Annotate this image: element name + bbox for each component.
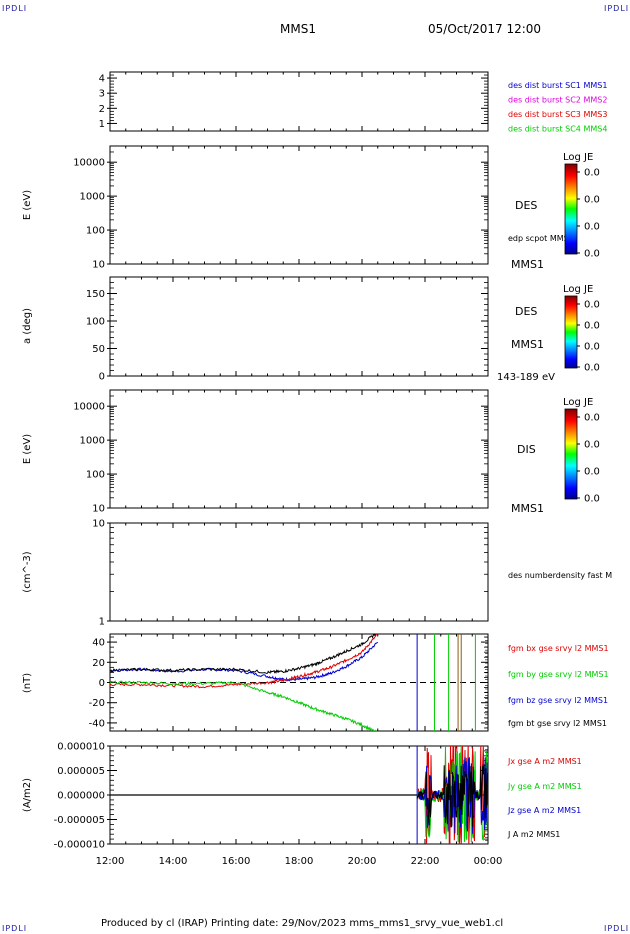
des-energy-colorbar-label: 0.0	[584, 222, 600, 233]
density-y-tick-label: 10	[92, 519, 105, 530]
burst-y-tick-label: 2	[99, 104, 105, 115]
burst-legend-entry: des dist burst SC1 MMS1	[508, 81, 607, 90]
burst-legend-entry: des dist burst SC3 MMS3	[508, 110, 607, 119]
des-pitch-colorbar-label: 0.0	[584, 321, 600, 332]
des-pitch-ylabel: a (deg)	[22, 308, 33, 344]
fgm-y-tick-label: -20	[89, 698, 105, 709]
des-pitch-colorbar-title: Log JE	[563, 284, 593, 295]
fgm-series-line	[110, 680, 377, 731]
current-y-tick-label: 0.000000	[57, 791, 105, 802]
time-axis-tick-label: 00:00	[474, 856, 503, 867]
current-legend-entry: Jy gse A m2 MMS1	[507, 782, 582, 791]
fgm-y-tick-label: 0	[99, 678, 105, 689]
fgm-series-line	[110, 634, 378, 675]
current-y-tick-label: -0.000010	[54, 840, 105, 851]
des-energy-colorbar	[564, 163, 578, 255]
header-title: MMS1	[280, 22, 316, 36]
current-legend-entry: Jz gse A m2 MMS1	[507, 806, 581, 815]
fgm-y-tick-label: 20	[92, 658, 105, 669]
dis-energy-ylabel: E (eV)	[22, 434, 33, 464]
des-energy-colorbar-label: 0.0	[584, 249, 600, 260]
fgm-legend-entry: fgm bz gse srvy l2 MMS1	[508, 696, 608, 705]
current-legend-entry: J A m2 MMS1	[507, 830, 560, 839]
current-y-tick-label: 0.000005	[57, 766, 105, 777]
dis-energy-colorbar-label: 0.0	[584, 467, 600, 478]
corner-mark-bottom-left: IPDLI	[2, 924, 28, 933]
des-energy-label: DES	[515, 199, 537, 212]
time-axis-tick-label: 22:00	[411, 856, 440, 867]
des-energy-panel-frame	[109, 145, 489, 265]
des-pitch-y-tick-label: 0	[99, 372, 105, 383]
density-panel-frame	[109, 522, 489, 622]
fgm-legend-entry: fgm bt gse srvy l2 MMS1	[508, 719, 607, 728]
dis-energy-colorbar	[564, 408, 578, 500]
corner-mark-top-right: IPDLI	[604, 4, 630, 13]
fgm-y-tick-label: 40	[92, 638, 105, 649]
current-ylabel: (A/m2)	[22, 778, 33, 812]
des-energy-probe-label: MMS1	[511, 258, 544, 271]
current-y-tick-label: 0.000010	[57, 742, 105, 753]
des-pitch-y-tick-label: 100	[86, 317, 105, 328]
time-axis-tick-label: 14:00	[159, 856, 188, 867]
time-axis-tick-label: 18:00	[285, 856, 314, 867]
des-pitch-y-tick-label: 150	[86, 289, 105, 300]
fgm-legend-entry: fgm bx gse srvy l2 MMS1	[508, 644, 609, 653]
burst-legend-entry: des dist burst SC4 MMS4	[508, 125, 607, 134]
des-energy-ylabel: E (eV)	[22, 190, 33, 220]
burst-y-tick-label: 4	[99, 74, 105, 85]
density-y-tick-label: 1	[99, 617, 105, 628]
footer-text: Produced by cl (IRAP) Printing date: 29/…	[101, 918, 504, 929]
des-energy-colorbar-label: 0.0	[584, 195, 600, 206]
burst-y-tick-label: 1	[99, 119, 105, 130]
fgm-ylabel: (nT)	[22, 673, 33, 693]
des-pitch-colorbar-label: 0.0	[584, 363, 600, 374]
des-pitch-colorbar	[564, 295, 578, 369]
dis-energy-colorbar-title: Log JE	[563, 397, 593, 408]
header-datetime: 05/Oct/2017 12:00	[428, 22, 542, 36]
des-pitch-energy-range: 143-189 eV	[497, 372, 555, 383]
des-energy-colorbar-label: 0.0	[584, 168, 600, 179]
dis-energy-panel-y-tick-label: 10	[92, 504, 105, 515]
dis-energy-panel-frame	[109, 389, 489, 509]
density-ylabel: (cm^-3)	[22, 551, 33, 592]
time-axis-tick-label: 16:00	[222, 856, 251, 867]
dis-energy-colorbar-label: 0.0	[584, 440, 600, 451]
des-energy-panel-y-tick-label: 1000	[80, 192, 105, 203]
fgm-series-line	[110, 634, 378, 689]
dis-energy-colorbar-label: 0.0	[584, 494, 600, 505]
dis-energy-panel-y-tick-label: 1000	[80, 436, 105, 447]
time-axis-tick-label: 20:00	[348, 856, 377, 867]
current-series-line	[416, 763, 488, 828]
des-energy-colorbar-title: Log JE	[563, 152, 593, 163]
des-pitch-y-tick-label: 50	[92, 344, 105, 355]
corner-mark-bottom-right: IPDLI	[604, 924, 630, 933]
time-axis-tick-label: 12:00	[96, 856, 125, 867]
des-energy-panel-y-tick-label: 100	[86, 226, 105, 237]
edp-scpot-label: edp scpot MMS1	[508, 234, 574, 243]
current-legend-entry: Jx gse A m2 MMS1	[507, 757, 582, 766]
fgm-y-tick-label: -40	[89, 718, 105, 729]
fgm-series-line	[110, 641, 379, 682]
des-pitch-probe-label: MMS1	[511, 338, 544, 351]
dis-energy-label: DIS	[517, 443, 536, 456]
des-energy-panel-y-tick-label: 10000	[73, 158, 105, 169]
burst-panel-frame	[109, 71, 489, 132]
fgm-legend-entry: fgm by gse srvy l2 MMS1	[508, 670, 609, 679]
des-energy-panel-y-tick-label: 10	[92, 260, 105, 271]
density-series-label: des numberdensity fast M	[508, 571, 612, 580]
dis-energy-panel-y-tick-label: 10000	[73, 402, 105, 413]
des-pitch-label: DES	[515, 305, 537, 318]
dis-energy-panel-y-tick-label: 100	[86, 470, 105, 481]
dis-energy-probe-label: MMS1	[511, 502, 544, 515]
dis-energy-colorbar-label: 0.0	[584, 413, 600, 424]
des-pitch-colorbar-label: 0.0	[584, 300, 600, 311]
corner-mark-top-left: IPDLI	[2, 4, 28, 13]
des-pitch-panel-frame	[109, 276, 489, 377]
burst-legend-entry: des dist burst SC2 MMS2	[508, 96, 607, 105]
current-y-tick-label: -0.000005	[54, 815, 105, 826]
burst-y-tick-label: 3	[99, 89, 105, 100]
des-pitch-colorbar-label: 0.0	[584, 342, 600, 353]
